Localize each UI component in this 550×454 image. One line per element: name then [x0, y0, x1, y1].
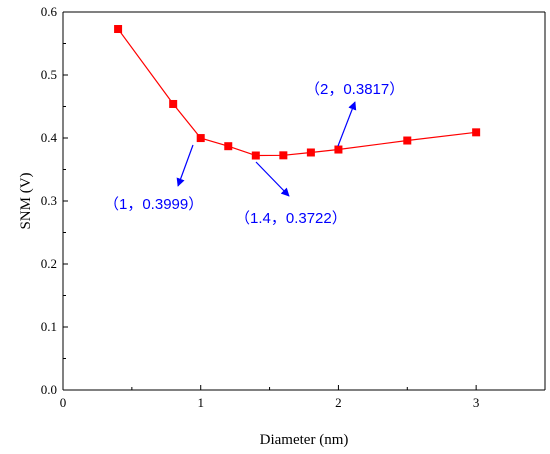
- y-axis-title: SNM (V): [18, 172, 34, 229]
- x-tick-label: 3: [473, 395, 480, 410]
- x-tick-label: 0: [60, 395, 67, 410]
- annotation-arrow-2: [255, 161, 290, 197]
- x-tick-label: 1: [197, 395, 204, 410]
- y-axis-ticks: 0.0 0.1 0.2 0.3 0.4 0.5 0.6: [41, 4, 68, 397]
- series-line: [117, 28, 477, 157]
- annotations: （1，0.3999） （1.4，0.3722） （2，0.3817）: [104, 81, 404, 227]
- data-point: [334, 145, 343, 154]
- data-point: [196, 134, 205, 143]
- annotation-label-1: （1，0.3999）: [104, 196, 203, 213]
- data-point: [169, 99, 178, 108]
- annotation-arrow-3: [337, 101, 357, 147]
- x-tick-label: 2: [335, 395, 342, 410]
- x-axis-ticks: 0 1 2 3: [60, 385, 480, 410]
- data-point: [114, 25, 123, 34]
- annotation-label-2: （1.4，0.3722）: [235, 210, 347, 227]
- y-tick-label: 0.4: [41, 130, 58, 145]
- y-tick-label: 0.0: [41, 382, 57, 397]
- data-point: [403, 136, 412, 145]
- data-point: [279, 151, 288, 160]
- y-tick-label: 0.3: [41, 193, 57, 208]
- y-tick-label: 0.6: [41, 4, 58, 19]
- y-tick-label: 0.5: [41, 67, 57, 82]
- x-axis-title: Diameter (nm): [260, 432, 349, 448]
- y-tick-label: 0.2: [41, 256, 57, 271]
- data-point: [224, 142, 233, 151]
- y-tick-label: 0.1: [41, 319, 57, 334]
- data-point: [306, 148, 315, 157]
- annotation-arrow-1: [176, 144, 194, 187]
- data-point: [472, 128, 481, 137]
- annotation-label-3: （2，0.3817）: [305, 81, 404, 98]
- data-point: [251, 151, 260, 160]
- series-layer: [114, 25, 481, 160]
